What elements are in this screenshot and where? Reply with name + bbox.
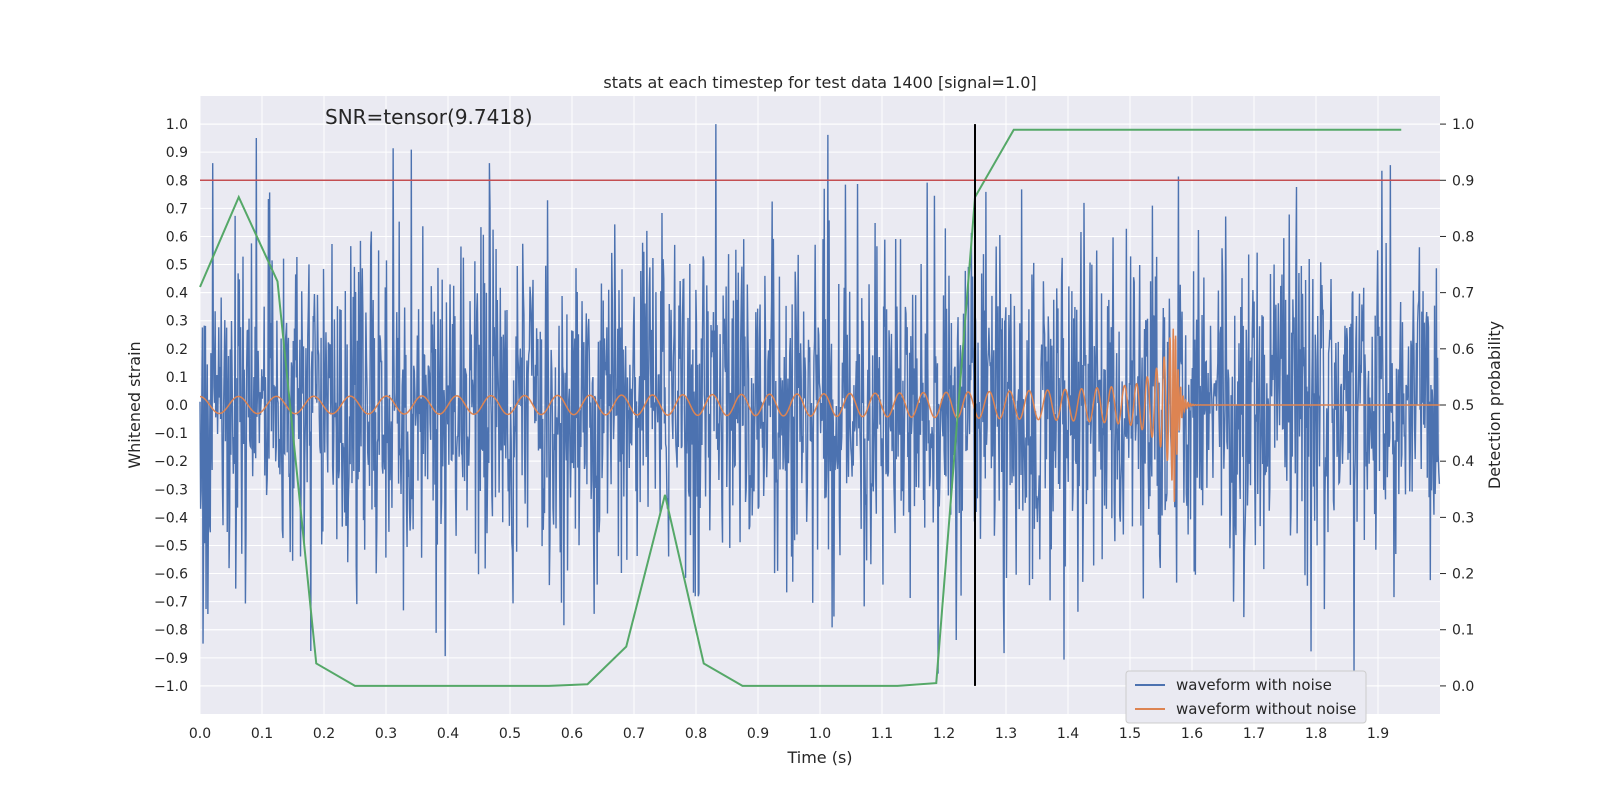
legend: waveform with noise waveform without noi… — [1125, 670, 1367, 724]
y-left-tick-label: 0.8 — [166, 173, 188, 189]
x-tick-label: 1.0 — [809, 726, 831, 742]
x-tick-label: 0.6 — [561, 726, 583, 742]
axes-labels: 0.0 0.1 0.2 0.3 0.4 0.5 0.6 0.7 0.8 0.9 1.0 1.1 1.2 1… — [154, 117, 1474, 742]
y-left-tick-label: 0.2 — [166, 342, 188, 358]
y-left-tick-label: −0.2 — [154, 454, 188, 470]
y-left-tick-label: −0.9 — [154, 651, 188, 667]
y-left-tick-label: −0.8 — [154, 623, 188, 639]
legend-box — [1125, 670, 1367, 724]
series-waveform-with-noise — [199, 124, 1441, 674]
y-axis-right-label: Detection probability — [1485, 321, 1504, 489]
y-left-tick-label: 0.1 — [166, 370, 188, 386]
legend-label-clean: waveform without noise — [1176, 700, 1356, 718]
x-tick-label: 1.5 — [1119, 726, 1141, 742]
x-tick-label: 0.8 — [685, 726, 707, 742]
y-left-tick-label: −0.7 — [154, 595, 188, 611]
snr-annotation: SNR=tensor(9.7418) — [325, 105, 533, 129]
y-left-tick-label: 0.5 — [166, 258, 188, 274]
x-tick-label: 0.2 — [313, 726, 335, 742]
y-left-tick-label: 0.9 — [166, 145, 188, 161]
y-left-tick-label: −0.1 — [154, 426, 188, 442]
y-right-tick-label: 0.9 — [1452, 173, 1474, 189]
x-tick-label: 1.6 — [1181, 726, 1203, 742]
y-right-tick-label: 0.1 — [1452, 623, 1474, 639]
y-right-tick-label: 0.5 — [1452, 398, 1474, 414]
x-tick-label: 1.3 — [995, 726, 1017, 742]
x-tick-label: 0.4 — [437, 726, 459, 742]
y-left-tick-label: 0.3 — [166, 314, 188, 330]
y-right-tick-label: 0.7 — [1452, 286, 1474, 302]
y-left-tick-label: −1.0 — [154, 679, 188, 695]
x-tick-label: 0.1 — [251, 726, 273, 742]
y-right-tick-label: 0.3 — [1452, 510, 1474, 526]
x-axis-label: Time (s) — [786, 748, 852, 767]
y-left-tick-label: −0.4 — [154, 510, 188, 526]
plot-area — [199, 124, 1441, 687]
y-right-tick-label: 0.4 — [1452, 454, 1474, 470]
y-left-tick-label: 0.7 — [166, 201, 188, 217]
y-left-tick-label: 0.4 — [166, 286, 188, 302]
x-tick-label: 0.9 — [747, 726, 769, 742]
y-right-tick-label: 1.0 — [1452, 117, 1474, 133]
y-left-tick-label: 0.6 — [166, 229, 188, 245]
x-tick-label: 1.1 — [871, 726, 893, 742]
y-left-tick-label: −0.3 — [154, 482, 188, 498]
y-axis-left-label: Whitened strain — [125, 341, 144, 468]
legend-label-noise: waveform with noise — [1176, 676, 1332, 694]
y-left-tick-label: −0.5 — [154, 538, 188, 554]
chart-title: stats at each timestep for test data 140… — [603, 73, 1036, 92]
x-tick-label: 1.9 — [1367, 726, 1389, 742]
series-waveform-without-noise — [199, 328, 1440, 502]
y-left-tick-label: −0.6 — [154, 567, 188, 583]
series-detection-probability — [199, 128, 1402, 687]
x-tick-label: 0.0 — [189, 726, 211, 742]
y-left-tick-label: 1.0 — [166, 117, 188, 133]
y-right-tick-label: 0.2 — [1452, 567, 1474, 583]
x-tick-label: 1.4 — [1057, 726, 1079, 742]
x-tick-label: 0.7 — [623, 726, 645, 742]
x-tick-label: 1.2 — [933, 726, 955, 742]
x-tick-label: 0.3 — [375, 726, 397, 742]
y-right-tick-label: 0.8 — [1452, 229, 1474, 245]
x-tick-label: 0.5 — [499, 726, 521, 742]
x-tick-label: 1.7 — [1243, 726, 1265, 742]
y-right-tick-label: 0.0 — [1452, 679, 1474, 695]
y-left-tick-label: 0.0 — [166, 398, 188, 414]
x-tick-label: 1.8 — [1305, 726, 1327, 742]
y-right-tick-label: 0.6 — [1452, 342, 1474, 358]
